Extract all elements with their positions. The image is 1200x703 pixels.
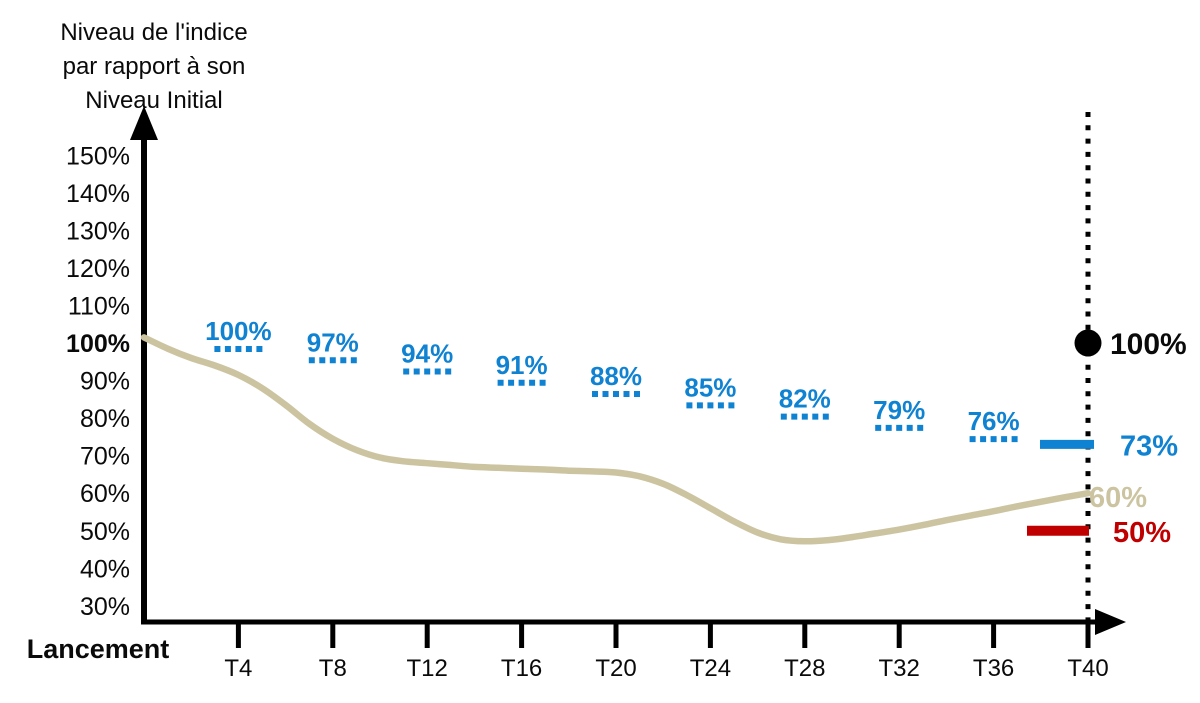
y-tick-label: 90% bbox=[80, 368, 130, 396]
x-tick-label: T28 bbox=[784, 655, 825, 682]
y-axis-title-line1: Niveau de l'indice bbox=[60, 19, 248, 46]
x-tick-label: T16 bbox=[501, 655, 542, 682]
x-axis-origin-label: Lancement bbox=[26, 634, 170, 664]
autocall-level-label: 79% bbox=[873, 395, 925, 425]
y-tick-label: 100% bbox=[66, 330, 130, 358]
autocall-level-label: 94% bbox=[401, 339, 453, 369]
y-axis-title-line3: Niveau Initial bbox=[85, 87, 223, 114]
autocall-level-label: 82% bbox=[779, 384, 831, 414]
y-tick-label: 130% bbox=[66, 217, 130, 245]
curve-end-value-label: 60% bbox=[1089, 482, 1147, 514]
x-tick-label: T24 bbox=[690, 655, 731, 682]
index-curve bbox=[140, 334, 1092, 545]
y-tick-label: 60% bbox=[80, 480, 130, 508]
y-axis-arrowhead bbox=[130, 106, 158, 140]
x-tick-label: T8 bbox=[319, 655, 347, 682]
x-tick-label: T12 bbox=[407, 655, 448, 682]
y-tick-label: 110% bbox=[68, 292, 130, 320]
y-tick-label: 50% bbox=[80, 518, 130, 546]
x-tick-label: T36 bbox=[973, 655, 1014, 682]
autocall-level-label: 76% bbox=[968, 406, 1020, 436]
final-barrier-label-blue: 73% bbox=[1120, 430, 1178, 462]
autocall-level-label: 100% bbox=[205, 316, 272, 346]
final-index-dot bbox=[1074, 329, 1102, 357]
final-level-label-100: 100% bbox=[1110, 328, 1187, 361]
y-tick-label: 150% bbox=[66, 142, 130, 170]
y-tick-label: 80% bbox=[80, 405, 130, 433]
final-barrier-label-red: 50% bbox=[1113, 517, 1171, 549]
x-tick-label: T4 bbox=[224, 655, 252, 682]
y-tick-label: 140% bbox=[66, 180, 130, 208]
autocall-level-label: 88% bbox=[590, 361, 642, 391]
y-axis-title-line2: par rapport à son bbox=[62, 53, 246, 80]
y-axis-title: Niveau de l'indice par rapport à son Niv… bbox=[28, 16, 280, 118]
y-tick-label: 70% bbox=[80, 443, 130, 471]
y-tick-label: 30% bbox=[80, 593, 130, 621]
autocall-level-label: 97% bbox=[307, 327, 359, 357]
y-tick-label: 40% bbox=[80, 555, 130, 583]
x-axis-arrowhead bbox=[1095, 609, 1126, 635]
y-tick-label: 120% bbox=[66, 255, 130, 283]
x-tick-label: T32 bbox=[879, 655, 920, 682]
x-tick-label: T40 bbox=[1067, 655, 1108, 682]
x-tick-label: T20 bbox=[595, 655, 636, 682]
autocall-level-label: 85% bbox=[684, 372, 736, 402]
autocall-level-label: 91% bbox=[496, 350, 548, 380]
